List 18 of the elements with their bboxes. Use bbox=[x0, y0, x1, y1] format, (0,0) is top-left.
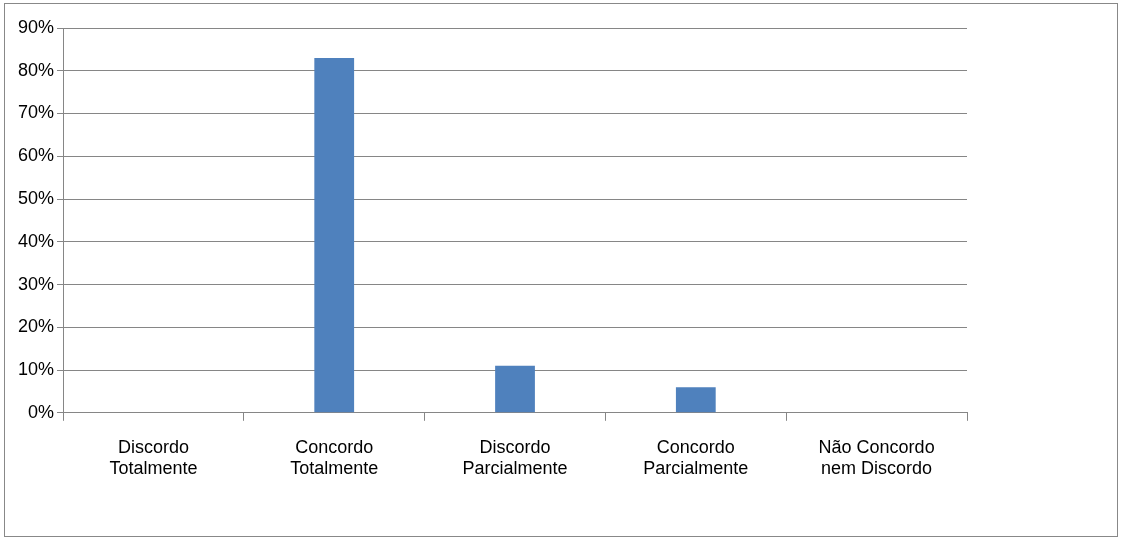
x-tick-label: Discordo Parcialmente bbox=[462, 436, 568, 479]
y-tick-label: 20% bbox=[18, 316, 55, 337]
y-tick-label: 30% bbox=[18, 273, 55, 294]
y-tick-label: 90% bbox=[18, 16, 55, 37]
x-tick-label: Concordo Totalmente bbox=[290, 436, 379, 479]
y-tick-label: 70% bbox=[18, 102, 55, 123]
y-tick-label: 60% bbox=[18, 145, 55, 166]
x-tick-label: Discordo Totalmente bbox=[109, 436, 198, 479]
x-tick-label: Não Concordo nem Discordo bbox=[818, 436, 935, 479]
bar bbox=[495, 365, 535, 413]
x-tick-label: Concordo Parcialmente bbox=[643, 436, 749, 479]
bar bbox=[675, 387, 716, 413]
y-tick-label: 50% bbox=[18, 187, 55, 208]
y-tick-label: 0% bbox=[28, 401, 55, 422]
y-tick-label: 40% bbox=[18, 230, 55, 251]
y-tick-label: 10% bbox=[18, 359, 55, 380]
y-tick-label: 80% bbox=[18, 59, 55, 80]
bar bbox=[314, 57, 355, 413]
